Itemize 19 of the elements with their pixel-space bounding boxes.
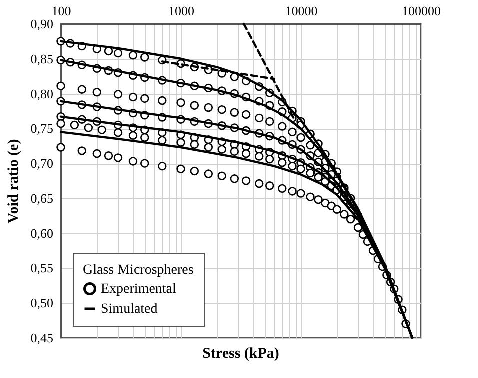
x-tick-label: 100000 bbox=[402, 4, 441, 18]
y-tick-label: 0,85 bbox=[30, 51, 54, 66]
x-tick-label: 100 bbox=[52, 4, 72, 18]
legend-label: Simulated bbox=[101, 302, 158, 317]
y-tick-label: 0,60 bbox=[30, 226, 54, 241]
legend-label: Experimental bbox=[101, 282, 177, 297]
x-axis-title: Stress (kPa) bbox=[202, 346, 280, 362]
y-tick-label: 0,75 bbox=[30, 121, 54, 136]
legend-title: Glass Microspheres bbox=[83, 263, 194, 278]
x-tick-label: 1000 bbox=[168, 4, 194, 18]
x-tick-label: 10000 bbox=[285, 4, 318, 18]
y-axis-title: Void ratio (e) bbox=[6, 139, 22, 224]
y-tick-label: 0,45 bbox=[30, 330, 54, 346]
y-tick-label: 0,55 bbox=[30, 260, 54, 276]
y-tick-label: 0,90 bbox=[30, 16, 54, 32]
y-tick-label: 0,50 bbox=[30, 296, 54, 311]
y-tick-label: 0,65 bbox=[30, 190, 54, 206]
y-tick-label: 0,80 bbox=[30, 86, 54, 102]
y-tick-label: 0,70 bbox=[30, 156, 54, 172]
